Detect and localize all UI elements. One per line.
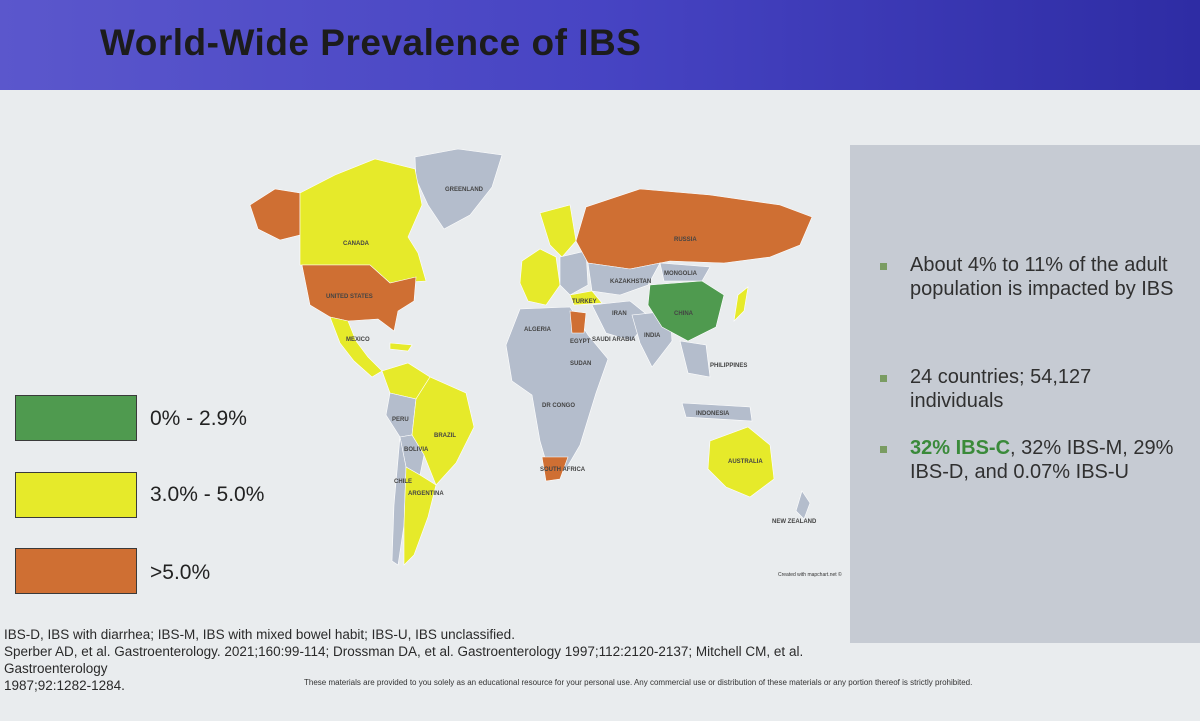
egypt-region (569, 310, 587, 334)
map-label-brazil: BRAZIL (434, 433, 456, 439)
map-credit: Created with mapchart.net © (778, 572, 842, 578)
map-label-indonesia: INDONESIA (696, 411, 730, 417)
legend-label-high: >5.0% (150, 561, 211, 584)
peru-region (385, 392, 417, 438)
footnote-line: Sperber AD, et al. Gastroenterology. 202… (4, 644, 804, 676)
footnote: IBS-D, IBS with diarrhea; IBS-M, IBS wit… (4, 626, 834, 694)
map-label-algeria: ALGERIA (524, 327, 552, 333)
map-label-kazakhstan: KAZAKHSTAN (610, 279, 651, 285)
bullet-text: About 4% to 11% of the adult population … (910, 254, 1174, 300)
europe-west-region (519, 248, 561, 306)
china-region (647, 280, 725, 342)
map-label-iran: IRAN (612, 311, 627, 317)
ibs-c-highlight: 32% IBS-C (910, 437, 1011, 459)
caribbean-region (389, 342, 413, 352)
bullet-square-icon (880, 375, 887, 382)
legend-label-low: 0% - 2.9% (150, 407, 247, 430)
footnote-line: IBS-D, IBS with diarrhea; IBS-M, IBS wit… (4, 627, 515, 642)
map-label-argentina: ARGENTINA (408, 491, 444, 497)
map-label-greenland: GREENLAND (445, 187, 484, 193)
map-label-bolivia: BOLIVIA (404, 447, 429, 453)
disclaimer: These materials are provided to you sole… (304, 678, 973, 687)
alaska-region (249, 188, 301, 241)
russia-region (575, 188, 813, 270)
indonesia-region (681, 402, 753, 422)
map-label-united-states: UNITED STATES (326, 294, 373, 300)
legend-label-mid: 3.0% - 5.0% (150, 483, 265, 506)
legend-swatch-low (15, 395, 137, 441)
argentina-region (403, 466, 437, 566)
world-map: GREENLAND CANADA UNITED STATES MEXICO BR… (249, 148, 817, 566)
bullet-square-icon (880, 446, 887, 453)
map-label-mongolia: MONGOLIA (664, 271, 698, 277)
title-bar: World-Wide Prevalence of IBS (0, 0, 1200, 90)
footnote-line: 1987;92:1282-1284. (4, 678, 125, 693)
bullet-square-icon (880, 263, 887, 270)
map-label-south-africa: SOUTH AFRICA (540, 467, 586, 473)
new-zealand-region (795, 490, 811, 520)
map-label-dr-congo: DR CONGO (542, 403, 575, 409)
map-label-saudi-arabia: SAUDI ARABIA (592, 337, 636, 343)
bullet-text: 24 countries; 54,127 individuals (910, 366, 1092, 412)
map-label-canada: CANADA (343, 241, 370, 247)
legend-swatch-high (15, 548, 137, 594)
japan-region (733, 286, 749, 322)
map-label-philippines: PHILIPPINES (710, 363, 747, 369)
map-label-india: INDIA (644, 333, 661, 339)
map-label-china: CHINA (674, 311, 694, 317)
legend-swatch-mid (15, 472, 137, 518)
bullet-text: 32% IBS-C, 32% IBS-M, 29% IBS-D, and 0.0… (910, 436, 1180, 484)
south-africa-region (541, 456, 569, 482)
central-asia-region (587, 262, 661, 296)
greenland-region (414, 148, 503, 230)
bullet-rest: , 32% IBS-M, 29% IBS-D, and 0.07% IBS-U (910, 437, 1174, 483)
map-label-russia: RUSSIA (674, 237, 697, 243)
scandinavia-region (539, 204, 577, 258)
side-panel (850, 145, 1200, 643)
map-label-egypt: EGYPT (570, 339, 591, 345)
map-label-australia: AUSTRALIA (728, 459, 763, 465)
united-states-region (301, 264, 417, 332)
map-label-peru: PERU (392, 417, 409, 423)
map-label-turkey: TURKEY (572, 299, 597, 305)
map-label-mexico: MEXICO (346, 337, 370, 343)
canada-region (299, 158, 427, 284)
turkey-region (569, 290, 603, 306)
africa-region (505, 306, 609, 476)
slide-title: World-Wide Prevalence of IBS (100, 22, 642, 63)
map-label-chile: CHILE (394, 479, 412, 485)
australia-region (707, 426, 775, 498)
southeast-asia-region (679, 340, 711, 378)
map-label-new-zealand: NEW ZEALAND (772, 519, 817, 525)
europe-east-region (559, 250, 589, 296)
map-label-sudan: SUDAN (570, 361, 591, 367)
mexico-region (329, 316, 383, 378)
